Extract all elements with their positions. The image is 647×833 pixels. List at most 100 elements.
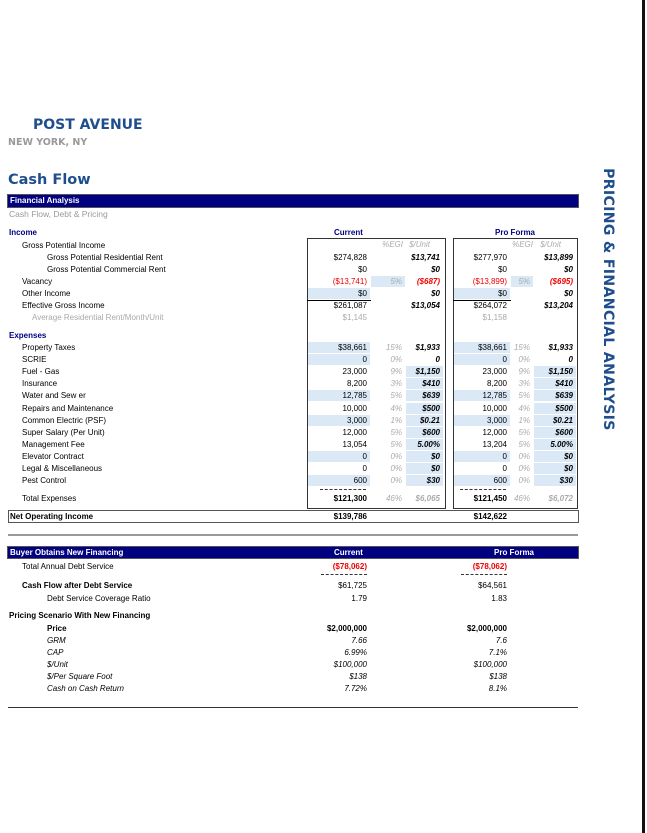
expense-row-cur-pct-egi: 0% <box>390 476 402 486</box>
expense-row-cur-value: 10,000 <box>342 403 367 413</box>
expense-row-cur-per-unit: $600 <box>422 427 440 437</box>
debt-rule <box>461 574 507 575</box>
expense-row-cur-value: 12,785 <box>342 391 367 401</box>
page-title: Cash Flow <box>8 172 91 188</box>
financing-current-heading: Current <box>334 548 363 557</box>
expense-row-cur-value: 13,054 <box>342 439 367 449</box>
income-row-label: Vacancy <box>22 277 53 286</box>
income-row-pf-value: $0 <box>498 289 507 298</box>
financing-row-proforma: $2,000,000 <box>466 624 507 633</box>
subtitle: Cash Flow, Debt & Pricing <box>9 209 108 219</box>
financing-row-proforma: 1.83 <box>491 594 507 603</box>
expense-row-pf-per-unit: 0 <box>568 355 573 365</box>
expense-row-pf-highlight <box>534 402 576 414</box>
side-title-text: PRICING & FINANCIAL ANALYSIS <box>600 168 616 431</box>
expense-row-label: Water and Sew er <box>22 391 86 401</box>
expense-row-pf-pct-egi: 0% <box>518 451 530 461</box>
expense-row-cur-pct-egi: 15% <box>385 343 402 352</box>
financing-row-current: $100,000 <box>333 660 367 669</box>
expense-row-label: Legal & Miscellaneous <box>22 464 103 473</box>
total-expenses-pf-pct-egi: 46% <box>513 494 530 503</box>
financing-row-current: $2,000,000 <box>326 624 367 633</box>
financing-row-label: Price <box>47 624 67 633</box>
income-row-pf-per-unit: $13,899 <box>544 253 573 262</box>
financing-row-label: Cash on Cash Return <box>47 684 124 693</box>
expense-row-label: Fuel - Gas <box>22 367 60 377</box>
expense-row-pf-highlight <box>534 475 576 487</box>
expense-row-pf-per-unit: 5.00% <box>550 439 573 449</box>
expense-row-cur-per-unit: $1,150 <box>415 367 440 377</box>
expense-row-pf-value: 12,000 <box>482 427 507 437</box>
total-rule <box>460 489 506 490</box>
debt-rule <box>321 574 367 575</box>
expense-row-cur-value: 0 <box>362 355 367 365</box>
income-row-pf-per-unit: $0 <box>564 289 573 298</box>
income-row-pf-value: ($13,899) <box>472 277 507 286</box>
financing-row-label: $/Per Square Foot <box>47 672 113 681</box>
financing-row-label: $/Unit <box>47 660 68 669</box>
expense-row-pf-per-unit: $0 <box>564 464 573 473</box>
noi-row: Net Operating Income $139,786 $142,622 <box>8 510 579 523</box>
income-row-cur-value: $1,145 <box>342 313 367 322</box>
expense-row-pf-highlight <box>534 426 576 438</box>
income-row-pf-value: $0 <box>498 265 507 274</box>
expense-row-pf-highlight <box>454 354 510 366</box>
income-row-cur-value: $0 <box>358 289 367 298</box>
proforma-pct-egi-header: %EGI <box>512 240 533 249</box>
expense-row-cur-highlight <box>406 438 443 450</box>
financing-row-label: Debt Service Coverage Ratio <box>47 594 151 603</box>
expense-row-cur-per-unit: 5.00% <box>417 439 440 449</box>
expense-row-cur-pct-egi: 4% <box>390 403 402 413</box>
current-box <box>307 238 446 509</box>
expense-row-pf-per-unit: $639 <box>555 391 573 401</box>
expense-row-label: Elevator Contract <box>22 451 84 461</box>
income-row-cur-value: $274,828 <box>333 253 367 262</box>
expense-row-pf-highlight <box>454 450 510 462</box>
expenses-heading: Expenses <box>9 331 47 340</box>
financing-row-proforma: $100,000 <box>473 660 507 669</box>
expense-row-label: Common Electric (PSF) <box>22 415 107 425</box>
expense-row-cur-pct-egi: 5% <box>390 391 402 401</box>
financing-row-current: $61,725 <box>338 581 367 590</box>
income-row-cur-highlight <box>371 276 405 287</box>
expense-row-cur-value: 0 <box>362 464 367 473</box>
expense-row-cur-value: 23,000 <box>342 367 367 377</box>
income-row-cur-value: $261,087 <box>333 301 367 310</box>
expense-row-pf-pct-egi: 0% <box>518 355 530 365</box>
expense-row-cur-highlight <box>308 450 370 462</box>
financing-row-current: 1.79 <box>351 594 367 603</box>
expense-row-cur-highlight <box>406 390 443 402</box>
expense-row-pf-highlight <box>534 450 576 462</box>
expense-row-label: Repairs and Maintenance <box>22 403 114 413</box>
financing-row-current: $138 <box>349 672 367 681</box>
financing-row-proforma: 7.6 <box>495 636 507 645</box>
expense-row-pf-value: 3,000 <box>486 415 507 425</box>
expense-row-cur-per-unit: $30 <box>426 476 440 486</box>
financing-row-current: 6.99% <box>344 648 367 657</box>
expense-row-cur-highlight <box>406 475 443 487</box>
current-heading: Current <box>334 228 363 237</box>
expense-row-pf-value: 12,785 <box>482 391 507 401</box>
income-row-label: Gross Potential Residential Rent <box>47 253 163 262</box>
financing-row-current: ($78,062) <box>332 562 367 571</box>
expense-row-pf-pct-egi: 9% <box>518 367 530 377</box>
financing-title: Buyer Obtains New Financing <box>10 548 124 557</box>
expense-row-pf-value: 600 <box>493 476 507 486</box>
expense-row-cur-pct-egi: 0% <box>390 451 402 461</box>
expense-row-cur-per-unit: $0 <box>431 451 440 461</box>
expense-row-cur-highlight <box>406 463 443 474</box>
expense-row-pf-value: 0 <box>502 451 507 461</box>
expense-row-pf-value: 8,200 <box>486 379 507 389</box>
income-row-pf-highlight <box>511 276 533 287</box>
expense-row-cur-highlight <box>406 414 443 426</box>
expense-row-pf-value: 10,000 <box>482 403 507 413</box>
financing-row-current: 7.72% <box>344 684 367 693</box>
income-row-pf-per-unit: $0 <box>564 265 573 274</box>
bar-title: Financial Analysis <box>10 196 80 205</box>
expense-row-pf-per-unit: $30 <box>559 476 573 486</box>
noi-current: $139,786 <box>333 512 367 521</box>
financing-row-proforma: $138 <box>489 672 507 681</box>
financing-row-label: Pricing Scenario With New Financing <box>9 611 151 620</box>
expense-row-cur-value: 3,000 <box>346 415 367 425</box>
